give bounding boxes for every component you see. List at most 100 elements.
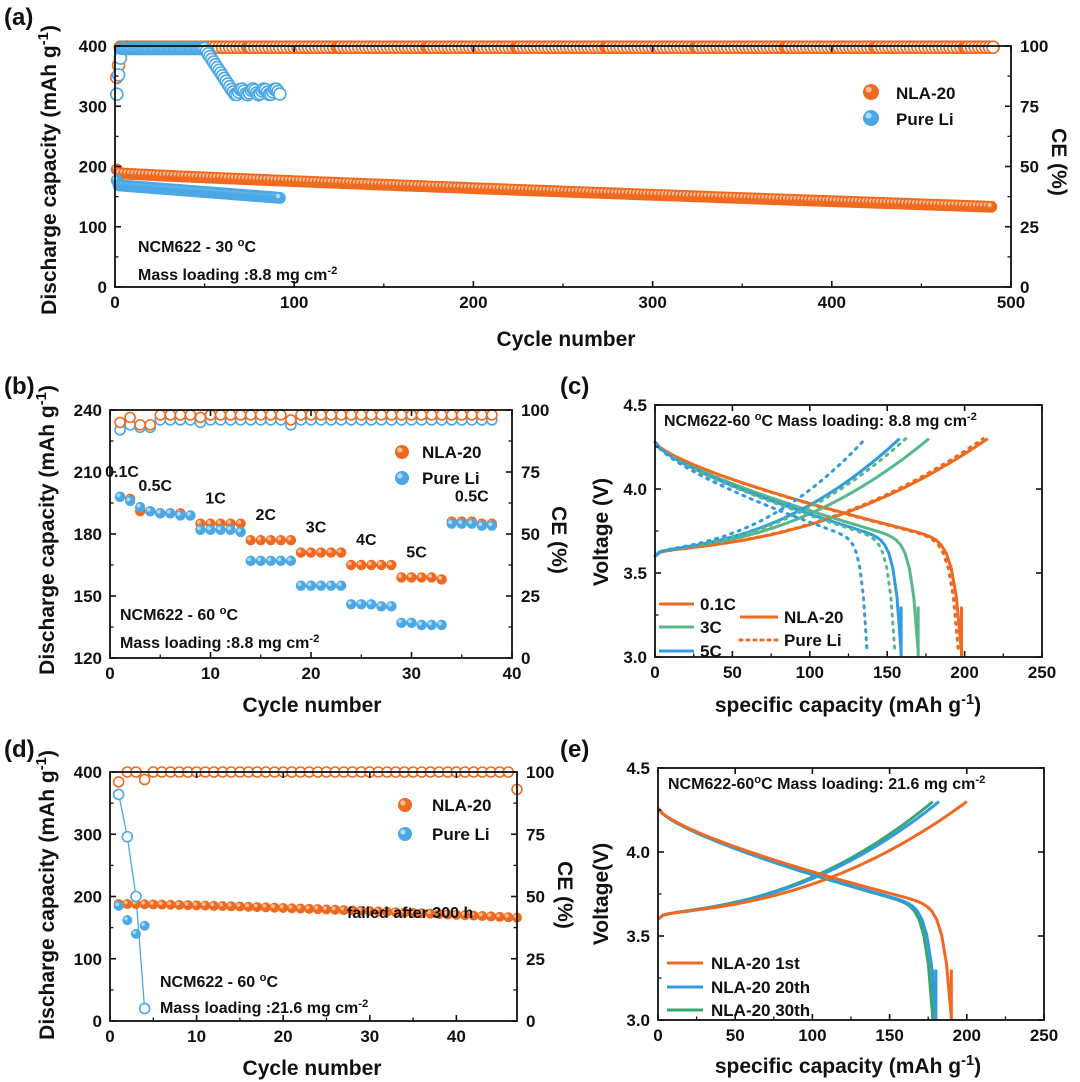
pure-li-ce-point (273, 87, 287, 101)
plot-area (653, 437, 989, 657)
text-span: specific capacity (mAh g (715, 1055, 961, 1078)
x-tick-label: 30 (360, 1027, 379, 1046)
nla20-capacity-point-highlight (210, 902, 215, 907)
mass-loading-annotation: Mass loading :8.8 mg cm-2 (138, 265, 337, 284)
superscript: o (238, 237, 245, 249)
x-axis-label: specific capacity (mAh g-1) (715, 1053, 981, 1078)
text-span: C (244, 239, 256, 256)
y-tick-label: 4.5 (623, 396, 647, 415)
charge-curve (653, 437, 867, 558)
nla20-capacity-point-highlight (323, 906, 327, 910)
nla20-capacity-point-highlight (279, 904, 284, 909)
x-axis-label: Cycle number (243, 694, 382, 717)
mass-loading-annotation: Mass loading :21.6 mg cm-2 (160, 998, 368, 1017)
nla20-ce-point (254, 409, 267, 421)
x-tick-label: 100 (798, 1026, 826, 1045)
nla20-ce-point (435, 409, 448, 421)
x-axis-label: Cycle number (497, 328, 636, 351)
y-tick-label: 0 (98, 278, 107, 297)
pure-li-capacity-point (456, 518, 467, 529)
nla20-capacity-point (312, 904, 323, 915)
y2-tick-label: 0 (526, 1012, 535, 1031)
nla20-capacity-point-highlight (149, 901, 154, 905)
pure-li-capacity-point-highlight (347, 600, 352, 605)
text-span: C Mass loading: 21.6 mg cm (761, 776, 975, 793)
nla20-ce-point (476, 409, 488, 421)
nla20-capacity-point (486, 911, 497, 922)
pure-li-capacity-point (273, 191, 286, 204)
nla20-capacity-point (477, 911, 488, 922)
pure-li-capacity-point (225, 524, 236, 536)
pure-li-capacity-point (346, 599, 357, 610)
text-span: specific capacity (mAh g (715, 694, 961, 717)
nla20-ce-point (486, 409, 498, 421)
pure-li-capacity-point-highlight (488, 522, 493, 527)
text-span: C Mass loading: 8.8 mg cm (762, 413, 967, 430)
nla20-capacity-point-highlight (418, 909, 423, 914)
text-span: Discharge capacity (mAh g (36, 405, 59, 675)
nla20-capacity-point (269, 902, 280, 913)
nla20-capacity-point-highlight (184, 901, 189, 906)
x-tick-label: 150 (875, 1026, 903, 1045)
nla20-capacity-point-highlight (175, 901, 180, 906)
legend-marker-pure-li-highlight (865, 112, 872, 119)
rate-label: 4C (356, 532, 377, 549)
y-tick-label: 3.0 (623, 648, 647, 667)
y-tick-label: 200 (79, 158, 107, 177)
pure-li-ce-point (130, 890, 142, 903)
rate-label: 2C (256, 507, 277, 524)
pure-li-capacity-point (285, 555, 297, 567)
condition-annotation: NCM622 - 30 oC (138, 237, 256, 256)
pure-li-capacity-point (315, 580, 327, 591)
nla20-capacity-point (295, 903, 306, 914)
nla20-capacity-point-highlight (383, 908, 388, 913)
pure-li-capacity-point-highlight (438, 621, 443, 626)
nla20-capacity-point-highlight (201, 902, 206, 906)
pure-li-capacity-point-highlight (297, 582, 302, 587)
pure-li-capacity-point-highlight (237, 528, 242, 533)
y2-tick-label: 25 (526, 950, 545, 969)
x-axis-label: specific capacity (mAh g-1) (715, 692, 981, 717)
nla20-capacity-point (191, 900, 202, 911)
text-span: ) (974, 694, 981, 717)
nla20-capacity-point (265, 535, 276, 546)
discharge-curve (656, 807, 953, 1019)
nla20-capacity-point (174, 899, 185, 910)
nla20-capacity-point-highlight (392, 908, 397, 913)
pure-li-capacity-point (376, 601, 387, 612)
nla20-capacity-point (315, 547, 327, 558)
nla20-capacity-point-highlight (367, 561, 372, 566)
nla20-capacity-point-highlight (337, 549, 342, 554)
nla20-capacity-point-highlight (327, 549, 332, 554)
y-tick-label: 3.5 (623, 564, 647, 583)
x-tick-label: 20 (302, 664, 321, 683)
superscript: -1 (34, 757, 50, 770)
panel-label: (a) (4, 4, 33, 31)
pure-li-capacity-point (466, 518, 477, 529)
nla20-capacity-point-highlight (375, 908, 379, 912)
nla20-capacity-point (436, 574, 447, 585)
nla20-ce-point (455, 409, 468, 421)
nla20-ce-point (154, 409, 167, 421)
nla20-capacity-point-highlight (217, 520, 221, 525)
condition-annotation: NCM622 - 60 oC (160, 972, 278, 991)
nla20-capacity-point-highlight (461, 911, 466, 916)
legend-label: Pure Li (896, 110, 954, 129)
legend-marker-nla20-highlight (865, 86, 872, 93)
nla20-capacity-point-highlight (427, 910, 431, 915)
nla20-capacity-point-highlight (267, 536, 272, 541)
nla20-ce-point (445, 409, 458, 421)
pure-li-capacity-point (406, 617, 417, 629)
nla20-ce-point (986, 40, 1000, 55)
nla20-capacity-point-highlight (158, 901, 163, 905)
discharge-curve (653, 440, 869, 654)
nla20-capacity-point-highlight (271, 904, 275, 909)
pure-li-capacity-point (305, 580, 317, 591)
legend-label: 3C (700, 618, 722, 637)
y-tick-label: 4.5 (626, 759, 650, 778)
pure-li-capacity-point (235, 526, 246, 538)
pure-li-capacity-point (139, 920, 150, 931)
nla20-capacity-point (304, 903, 315, 914)
pure-li-capacity-point (295, 580, 307, 591)
